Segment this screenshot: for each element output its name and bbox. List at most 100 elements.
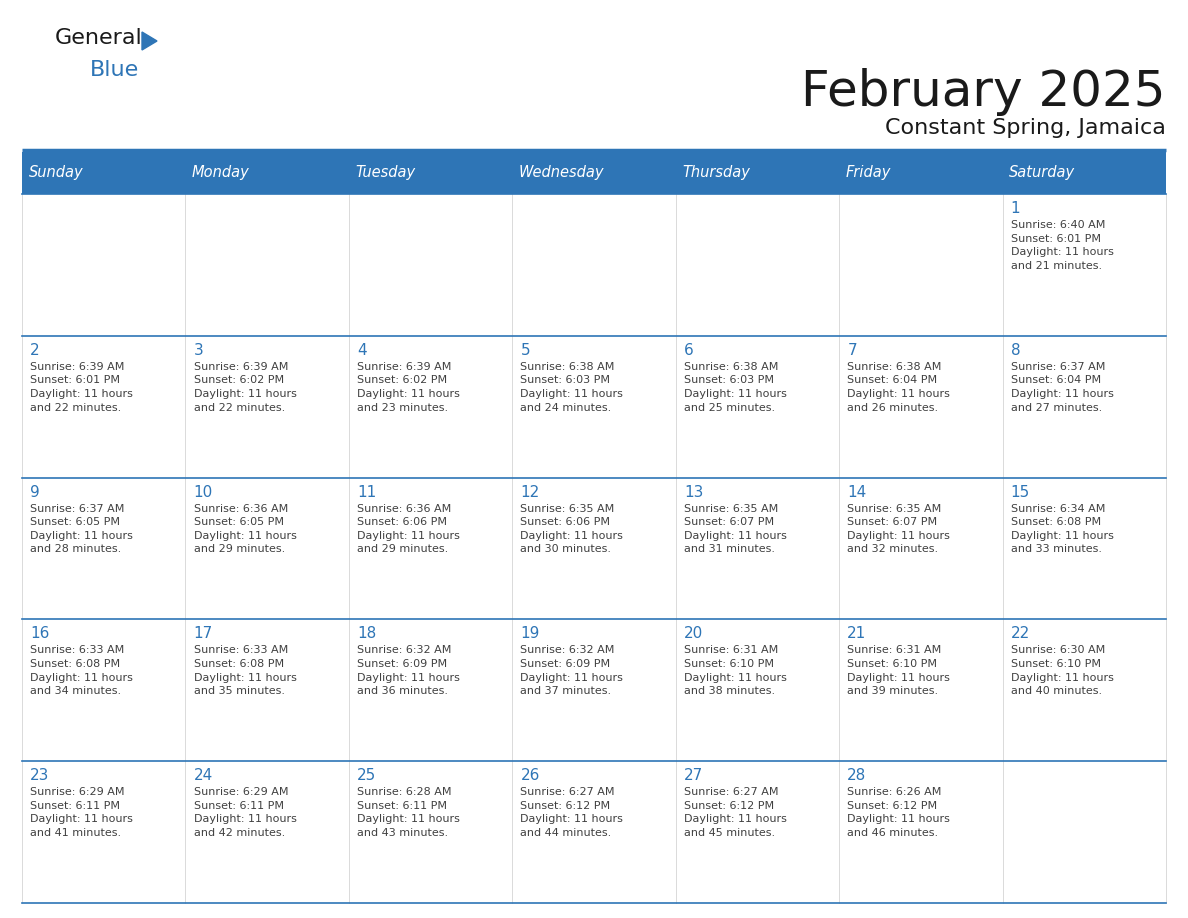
Bar — [839, 336, 1003, 477]
Text: Sunrise: 6:36 AM
Sunset: 6:05 PM
Daylight: 11 hours
and 29 minutes.: Sunrise: 6:36 AM Sunset: 6:05 PM Dayligh… — [194, 504, 297, 554]
Text: 9: 9 — [30, 485, 40, 499]
Bar — [1003, 336, 1165, 477]
Text: Sunrise: 6:37 AM
Sunset: 6:05 PM
Daylight: 11 hours
and 28 minutes.: Sunrise: 6:37 AM Sunset: 6:05 PM Dayligh… — [30, 504, 133, 554]
Text: 25: 25 — [358, 768, 377, 783]
Text: Sunrise: 6:33 AM
Sunset: 6:08 PM
Daylight: 11 hours
and 34 minutes.: Sunrise: 6:33 AM Sunset: 6:08 PM Dayligh… — [30, 645, 133, 696]
Text: Sunrise: 6:40 AM
Sunset: 6:01 PM
Daylight: 11 hours
and 21 minutes.: Sunrise: 6:40 AM Sunset: 6:01 PM Dayligh… — [1011, 220, 1113, 271]
Text: Sunrise: 6:37 AM
Sunset: 6:04 PM
Daylight: 11 hours
and 27 minutes.: Sunrise: 6:37 AM Sunset: 6:04 PM Dayligh… — [1011, 362, 1113, 412]
Text: 8: 8 — [1011, 342, 1020, 358]
Text: Sunrise: 6:35 AM
Sunset: 6:07 PM
Daylight: 11 hours
and 32 minutes.: Sunrise: 6:35 AM Sunset: 6:07 PM Dayligh… — [847, 504, 950, 554]
Text: 6: 6 — [684, 342, 694, 358]
Text: Sunrise: 6:32 AM
Sunset: 6:09 PM
Daylight: 11 hours
and 36 minutes.: Sunrise: 6:32 AM Sunset: 6:09 PM Dayligh… — [358, 645, 460, 696]
Text: Sunrise: 6:29 AM
Sunset: 6:11 PM
Daylight: 11 hours
and 42 minutes.: Sunrise: 6:29 AM Sunset: 6:11 PM Dayligh… — [194, 788, 297, 838]
Bar — [349, 336, 512, 477]
Text: Sunrise: 6:33 AM
Sunset: 6:08 PM
Daylight: 11 hours
and 35 minutes.: Sunrise: 6:33 AM Sunset: 6:08 PM Dayligh… — [194, 645, 297, 696]
Text: Sunrise: 6:27 AM
Sunset: 6:12 PM
Daylight: 11 hours
and 44 minutes.: Sunrise: 6:27 AM Sunset: 6:12 PM Dayligh… — [520, 788, 624, 838]
Bar — [23, 477, 185, 620]
Bar — [839, 152, 1003, 194]
Text: 5: 5 — [520, 342, 530, 358]
Text: 13: 13 — [684, 485, 703, 499]
Text: 1: 1 — [1011, 201, 1020, 216]
Text: 14: 14 — [847, 485, 866, 499]
Text: 7: 7 — [847, 342, 857, 358]
Bar — [676, 152, 839, 194]
Bar — [23, 152, 185, 194]
Text: Sunrise: 6:31 AM
Sunset: 6:10 PM
Daylight: 11 hours
and 39 minutes.: Sunrise: 6:31 AM Sunset: 6:10 PM Dayligh… — [847, 645, 950, 696]
Text: Sunrise: 6:36 AM
Sunset: 6:06 PM
Daylight: 11 hours
and 29 minutes.: Sunrise: 6:36 AM Sunset: 6:06 PM Dayligh… — [358, 504, 460, 554]
Text: Sunrise: 6:39 AM
Sunset: 6:02 PM
Daylight: 11 hours
and 23 minutes.: Sunrise: 6:39 AM Sunset: 6:02 PM Dayligh… — [358, 362, 460, 412]
Text: Sunrise: 6:38 AM
Sunset: 6:03 PM
Daylight: 11 hours
and 25 minutes.: Sunrise: 6:38 AM Sunset: 6:03 PM Dayligh… — [684, 362, 786, 412]
Bar — [349, 761, 512, 903]
Text: 23: 23 — [30, 768, 50, 783]
Polygon shape — [143, 32, 157, 50]
Bar — [839, 620, 1003, 761]
Text: Sunrise: 6:39 AM
Sunset: 6:02 PM
Daylight: 11 hours
and 22 minutes.: Sunrise: 6:39 AM Sunset: 6:02 PM Dayligh… — [194, 362, 297, 412]
Bar — [1003, 761, 1165, 903]
Bar — [349, 477, 512, 620]
Text: Sunrise: 6:31 AM
Sunset: 6:10 PM
Daylight: 11 hours
and 38 minutes.: Sunrise: 6:31 AM Sunset: 6:10 PM Dayligh… — [684, 645, 786, 696]
Text: Sunrise: 6:35 AM
Sunset: 6:07 PM
Daylight: 11 hours
and 31 minutes.: Sunrise: 6:35 AM Sunset: 6:07 PM Dayligh… — [684, 504, 786, 554]
Text: Tuesday: Tuesday — [355, 165, 416, 181]
Text: 4: 4 — [358, 342, 367, 358]
Bar — [839, 761, 1003, 903]
Bar — [185, 336, 349, 477]
Bar — [349, 620, 512, 761]
Text: 22: 22 — [1011, 626, 1030, 642]
Text: Sunrise: 6:34 AM
Sunset: 6:08 PM
Daylight: 11 hours
and 33 minutes.: Sunrise: 6:34 AM Sunset: 6:08 PM Dayligh… — [1011, 504, 1113, 554]
Bar — [512, 761, 676, 903]
Text: Sunrise: 6:28 AM
Sunset: 6:11 PM
Daylight: 11 hours
and 43 minutes.: Sunrise: 6:28 AM Sunset: 6:11 PM Dayligh… — [358, 788, 460, 838]
Text: 3: 3 — [194, 342, 203, 358]
Bar — [839, 194, 1003, 336]
Bar — [512, 194, 676, 336]
Text: Constant Spring, Jamaica: Constant Spring, Jamaica — [885, 118, 1165, 138]
Text: 26: 26 — [520, 768, 539, 783]
Text: General: General — [55, 28, 143, 48]
Bar — [1003, 194, 1165, 336]
Text: 18: 18 — [358, 626, 377, 642]
Bar — [512, 336, 676, 477]
Text: 15: 15 — [1011, 485, 1030, 499]
Bar — [676, 761, 839, 903]
Text: 21: 21 — [847, 626, 866, 642]
Text: Sunrise: 6:39 AM
Sunset: 6:01 PM
Daylight: 11 hours
and 22 minutes.: Sunrise: 6:39 AM Sunset: 6:01 PM Dayligh… — [30, 362, 133, 412]
Text: Sunday: Sunday — [29, 165, 83, 181]
Bar — [676, 194, 839, 336]
Bar — [23, 620, 185, 761]
Text: February 2025: February 2025 — [802, 68, 1165, 116]
Bar — [185, 152, 349, 194]
Text: Blue: Blue — [90, 60, 139, 80]
Text: 16: 16 — [30, 626, 50, 642]
Text: Sunrise: 6:38 AM
Sunset: 6:03 PM
Daylight: 11 hours
and 24 minutes.: Sunrise: 6:38 AM Sunset: 6:03 PM Dayligh… — [520, 362, 624, 412]
Bar — [185, 761, 349, 903]
Text: Sunrise: 6:30 AM
Sunset: 6:10 PM
Daylight: 11 hours
and 40 minutes.: Sunrise: 6:30 AM Sunset: 6:10 PM Dayligh… — [1011, 645, 1113, 696]
Bar — [1003, 152, 1165, 194]
Text: Wednesday: Wednesday — [519, 165, 605, 181]
Text: 11: 11 — [358, 485, 377, 499]
Text: Sunrise: 6:29 AM
Sunset: 6:11 PM
Daylight: 11 hours
and 41 minutes.: Sunrise: 6:29 AM Sunset: 6:11 PM Dayligh… — [30, 788, 133, 838]
Bar — [676, 336, 839, 477]
Bar — [1003, 620, 1165, 761]
Text: Sunrise: 6:26 AM
Sunset: 6:12 PM
Daylight: 11 hours
and 46 minutes.: Sunrise: 6:26 AM Sunset: 6:12 PM Dayligh… — [847, 788, 950, 838]
Bar — [23, 194, 185, 336]
Text: Sunrise: 6:35 AM
Sunset: 6:06 PM
Daylight: 11 hours
and 30 minutes.: Sunrise: 6:35 AM Sunset: 6:06 PM Dayligh… — [520, 504, 624, 554]
Bar — [1003, 477, 1165, 620]
Text: Thursday: Thursday — [682, 165, 750, 181]
Text: 12: 12 — [520, 485, 539, 499]
Bar — [839, 477, 1003, 620]
Bar — [349, 194, 512, 336]
Text: Sunrise: 6:32 AM
Sunset: 6:09 PM
Daylight: 11 hours
and 37 minutes.: Sunrise: 6:32 AM Sunset: 6:09 PM Dayligh… — [520, 645, 624, 696]
Bar — [185, 620, 349, 761]
Text: Sunrise: 6:38 AM
Sunset: 6:04 PM
Daylight: 11 hours
and 26 minutes.: Sunrise: 6:38 AM Sunset: 6:04 PM Dayligh… — [847, 362, 950, 412]
Text: 2: 2 — [30, 342, 39, 358]
Bar — [23, 336, 185, 477]
Text: 24: 24 — [194, 768, 213, 783]
Text: 28: 28 — [847, 768, 866, 783]
Bar — [676, 477, 839, 620]
Text: 17: 17 — [194, 626, 213, 642]
Bar — [676, 620, 839, 761]
Bar — [23, 761, 185, 903]
Text: Saturday: Saturday — [1009, 165, 1075, 181]
Bar — [512, 477, 676, 620]
Text: Friday: Friday — [846, 165, 891, 181]
Text: 19: 19 — [520, 626, 539, 642]
